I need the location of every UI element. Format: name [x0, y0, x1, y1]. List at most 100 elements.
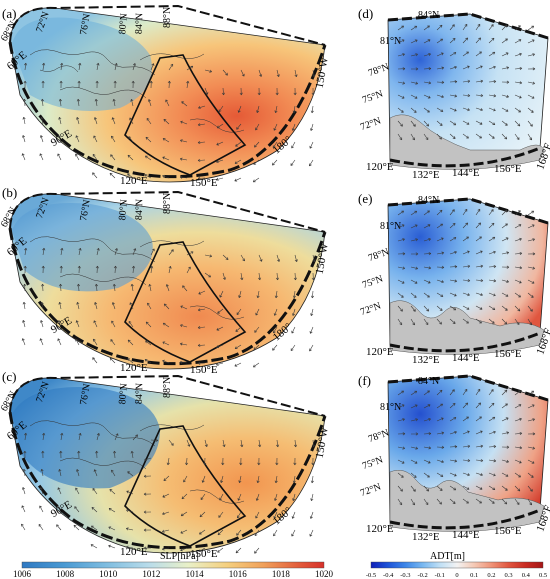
wind-arrow — [293, 272, 297, 281]
wind-arrow — [310, 493, 314, 502]
wind-arrow — [488, 222, 495, 229]
wind-arrow — [216, 177, 224, 181]
wind-arrow — [488, 402, 495, 409]
wind-arrow — [449, 305, 457, 311]
land-mask — [389, 114, 545, 170]
wind-arrow — [475, 264, 484, 268]
wind-arrow — [527, 279, 535, 284]
wind-arrow — [436, 292, 444, 297]
wind-arrow — [410, 25, 418, 31]
wind-arrow — [462, 120, 470, 125]
wind-arrow — [126, 490, 134, 495]
wind-arrow — [78, 62, 82, 71]
wind-arrow — [216, 344, 224, 349]
wind-arrow — [436, 459, 444, 464]
wind-arrow — [150, 265, 154, 274]
wind-arrow — [423, 53, 431, 57]
wind-arrow — [22, 468, 26, 477]
wind-arrow — [423, 390, 430, 396]
lon-label-144e: 144°E — [452, 352, 480, 364]
wind-arrow — [76, 117, 80, 125]
wind-arrow — [146, 117, 152, 125]
wind-arrow — [488, 279, 497, 283]
wind-arrow — [501, 305, 508, 311]
colorbar-tick-label: 1016 — [229, 569, 248, 579]
wind-arrow — [143, 546, 152, 550]
wind-arrow — [179, 360, 188, 364]
wind-arrow — [449, 485, 457, 491]
wind-arrow — [397, 39, 405, 44]
wind-arrow — [253, 344, 260, 350]
wind-arrow — [198, 547, 206, 552]
wind-arrow — [436, 251, 445, 255]
wind-arrow — [145, 340, 152, 346]
wind-arrow — [462, 430, 470, 435]
wind-arrow — [77, 265, 81, 274]
wind-arrow — [501, 94, 509, 98]
wind-arrow — [423, 292, 430, 298]
wind-arrow — [128, 136, 134, 143]
adt-colorbar: ADT[m] -0.5 -0.4 -0.3 -0.2 -0.1 0 0.1 0.2 0.3 0.4… — [366, 551, 547, 579]
wind-arrow — [274, 105, 278, 114]
wind-arrow — [527, 418, 535, 422]
lon-label-150w: 150°W — [314, 426, 331, 459]
wind-arrow — [462, 472, 470, 477]
lat-label-72n: 72°N — [359, 481, 383, 499]
wind-arrow — [527, 107, 534, 113]
wind-arrow — [514, 279, 522, 284]
wind-arrow — [221, 87, 225, 96]
frame-border-bottom — [8, 41, 327, 179]
wind-arrow — [93, 320, 98, 328]
wind-arrow — [235, 326, 242, 332]
wind-arrow — [162, 341, 170, 346]
wind-arrow — [311, 457, 315, 466]
wind-arrow — [145, 321, 152, 328]
wind-arrow — [39, 487, 44, 495]
wind-arrow — [73, 524, 80, 531]
wind-arrow — [76, 469, 80, 477]
wind-arrow — [143, 474, 152, 478]
wind-arrow — [58, 468, 62, 477]
wind-arrow — [234, 344, 242, 350]
wind-arrow — [127, 339, 134, 346]
wind-arrow — [423, 318, 429, 326]
wind-arrow — [200, 493, 206, 500]
wind-arrow — [527, 390, 535, 396]
wind-arrow — [93, 469, 98, 477]
wind-arrow — [180, 305, 188, 310]
slp-colorbar: SLP[hPa] 1006 1008 1010 1012 1014 1016 1018 102… — [13, 551, 334, 579]
wind-arrow — [292, 105, 296, 114]
wind-arrow — [94, 302, 98, 310]
wind-arrow — [59, 265, 63, 274]
wind-arrow — [501, 431, 510, 435]
wind-arrow — [75, 135, 80, 143]
wind-arrow — [42, 247, 46, 256]
wind-arrow — [397, 81, 406, 85]
wind-arrow — [488, 107, 496, 112]
wind-arrow — [309, 529, 314, 537]
wind-arrow — [514, 52, 522, 57]
wind-arrow — [256, 290, 260, 299]
wind-arrow — [112, 283, 116, 292]
wind-arrow — [271, 159, 278, 166]
wind-arrow — [397, 472, 404, 478]
colorbar-tick-label: 0.5 — [539, 572, 547, 579]
wind-arrow — [527, 446, 536, 450]
wind-arrow — [132, 434, 138, 441]
lat-label-81n: 81°N — [380, 36, 401, 47]
wind-arrow — [201, 475, 206, 483]
wind-arrow — [488, 209, 494, 216]
wind-arrow — [423, 252, 432, 256]
wind-arrow — [74, 506, 80, 513]
wind-arrow — [475, 498, 482, 504]
colorbar-tick-label: -0.4 — [383, 572, 394, 579]
colorbar-tick-label: -0.3 — [400, 572, 410, 579]
wind-arrow — [181, 493, 188, 500]
slp-panel-b: (b) 68°N 72°N 76°N 80°N 84°N 88°N 60°E 9… — [0, 185, 331, 376]
wind-arrow — [292, 308, 296, 316]
wind-arrow — [436, 237, 444, 242]
wind-arrow — [475, 133, 482, 139]
wind-arrow — [273, 326, 278, 334]
wind-arrow — [423, 432, 432, 436]
